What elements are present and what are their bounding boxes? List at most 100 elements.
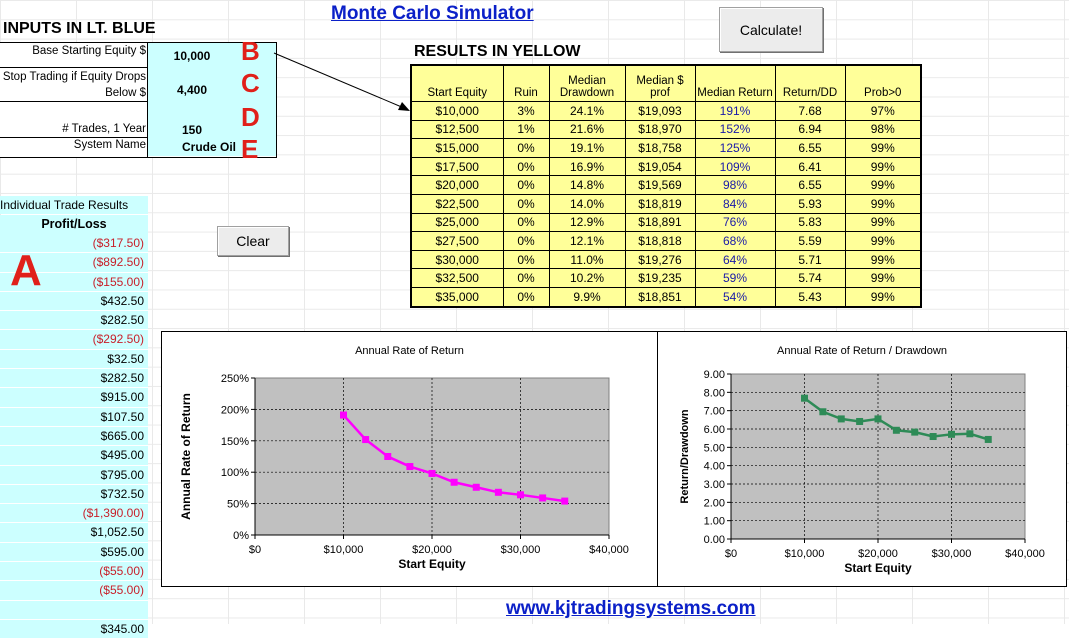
website-link[interactable]: www.kjtradingsystems.com	[506, 598, 756, 619]
cell-median-return: 68%	[694, 231, 776, 251]
trade-value: $107.50	[0, 408, 148, 427]
trade-value: $665.00	[0, 427, 148, 447]
data-point	[966, 430, 974, 438]
start-equity-input[interactable]: 10,000	[148, 43, 236, 67]
y-tick-label: 9.00	[704, 369, 725, 381]
data-point	[406, 463, 414, 471]
trade-value: $432.50	[0, 292, 148, 312]
cell-return-dd: 5.74	[774, 268, 846, 288]
trade-value: ($155.00)	[0, 273, 148, 292]
cell-start-equity: $12,500	[410, 119, 504, 140]
cell-median-drawdown: 24.1%	[548, 101, 626, 121]
input-label-start-equity: Base Starting Equity $	[32, 45, 146, 57]
cell-ruin: 0%	[502, 156, 550, 177]
cell-median-drawdown: 19.1%	[548, 138, 626, 158]
trade-value: $915.00	[0, 388, 148, 408]
cell-median-profit: $18,851	[624, 286, 696, 308]
cell-median-return: 191%	[694, 101, 776, 121]
cell-prob: 99%	[844, 249, 922, 270]
stop-equity-input[interactable]: 4,400	[148, 67, 236, 101]
calculate-button[interactable]: Calculate!	[719, 7, 823, 52]
x-tick-label: $20,000	[858, 548, 898, 560]
cell-ruin: 0%	[502, 212, 550, 233]
x-tick-label: $0	[249, 544, 261, 556]
x-tick-label: $40,000	[1005, 548, 1045, 560]
y-tick-label: 3.00	[704, 479, 725, 491]
x-tick-label: $30,000	[501, 544, 541, 556]
results-row: $12,500 1% 21.6% $18,970 152% 6.94 98%	[410, 119, 922, 140]
trade-value: $282.50	[0, 369, 148, 389]
y-tick-label: 0%	[233, 530, 249, 542]
results-row: $20,000 0% 14.8% $19,569 98% 6.55 99%	[410, 175, 922, 195]
x-tick-label: $0	[725, 548, 737, 560]
input-cell-pad	[236, 67, 276, 101]
y-tick-label: 6.00	[704, 424, 725, 436]
trades-list: ($317.50) ($892.50) ($155.00) $432.50 $282.5…	[0, 234, 148, 639]
cell-median-profit: $19,054	[624, 156, 696, 177]
cell-median-return: 84%	[694, 193, 776, 214]
results-row: $10,000 3% 24.1% $19,093 191% 7.68 97%	[410, 101, 922, 121]
cell-prob: 97%	[844, 101, 922, 121]
cell-prob: 99%	[844, 138, 922, 158]
x-axis-label: Start Equity	[844, 561, 912, 575]
system-name-input[interactable]: Crude Oil	[148, 137, 236, 156]
data-point	[517, 491, 524, 499]
y-tick-label: 100%	[221, 467, 249, 479]
clear-button[interactable]: Clear	[217, 226, 289, 256]
input-label-trades: # Trades, 1 Year	[62, 123, 146, 135]
cell-ruin: 0%	[502, 231, 550, 251]
inputs-section-title: INPUTS IN LT. BLUE	[3, 20, 156, 37]
data-point	[948, 430, 955, 438]
cell-start-equity: $22,500	[410, 193, 504, 214]
y-tick-label: 50%	[227, 499, 249, 511]
header-start-equity: Start Equity	[410, 64, 504, 102]
y-axis-label: Return/Drawdown	[679, 409, 691, 503]
results-row: $27,500 0% 12.1% $18,818 68% 5.59 99%	[410, 231, 922, 251]
x-axis-label: Start Equity	[398, 557, 466, 571]
cell-median-return: 64%	[694, 249, 776, 270]
cell-start-equity: $27,500	[410, 231, 504, 251]
y-tick-label: 150%	[221, 436, 249, 448]
trade-value: $1,052.50	[0, 523, 148, 543]
trade-value: ($1,390.00)	[0, 504, 148, 524]
cell-start-equity: $35,000	[410, 286, 504, 308]
header-median-profit: Median $ prof	[624, 64, 696, 102]
x-tick-label: $40,000	[589, 544, 629, 556]
data-point	[984, 435, 992, 443]
input-col-divider	[147, 43, 148, 157]
cell-median-drawdown: 16.9%	[548, 156, 626, 177]
y-tick-label: 8.00	[704, 387, 725, 399]
cell-start-equity: $30,000	[410, 249, 504, 270]
cell-median-profit: $18,758	[624, 138, 696, 158]
trade-value: ($55.00)	[0, 581, 148, 601]
results-row: $22,500 0% 14.0% $18,819 84% 5.93 99%	[410, 193, 922, 214]
chart-return-drawdown: Annual Rate of Return / Drawdown 0.00 1.00…	[657, 331, 1067, 587]
data-point	[892, 426, 900, 434]
input-row-divider	[0, 101, 148, 102]
cell-return-dd: 6.55	[774, 175, 846, 195]
chart-title: Annual Rate of Return	[355, 345, 464, 357]
input-label-stop-equity: Stop Trading if Equity Drops Below $	[2, 71, 146, 99]
results-row: $15,000 0% 19.1% $18,758 125% 6.55 99%	[410, 138, 922, 158]
cell-ruin: 1%	[502, 119, 550, 140]
cell-ruin: 3%	[502, 101, 550, 121]
trade-value: $795.00	[0, 466, 148, 485]
trade-value	[0, 601, 148, 620]
cell-median-drawdown: 21.6%	[548, 119, 626, 140]
cell-median-return: 76%	[694, 212, 776, 233]
trade-value: $32.50	[0, 350, 148, 370]
cell-return-dd: 5.93	[774, 193, 846, 214]
cell-ruin: 0%	[502, 138, 550, 158]
annotation-letter-c: C	[241, 68, 260, 98]
x-tick-label: $10,000	[785, 548, 825, 560]
results-row: $32,500 0% 10.2% $19,235 59% 5.74 99%	[410, 268, 922, 288]
trade-value: $732.50	[0, 485, 148, 505]
cell-return-dd: 5.59	[774, 231, 846, 251]
trade-value: $595.00	[0, 543, 148, 563]
app-title[interactable]: Monte Carlo Simulator	[331, 3, 534, 24]
input-cell-pad	[236, 137, 276, 156]
input-cell-pad	[236, 101, 276, 137]
cell-ruin: 0%	[502, 286, 550, 308]
trades-per-year-input[interactable]: 150	[148, 101, 236, 137]
cell-median-return: 98%	[694, 175, 776, 195]
